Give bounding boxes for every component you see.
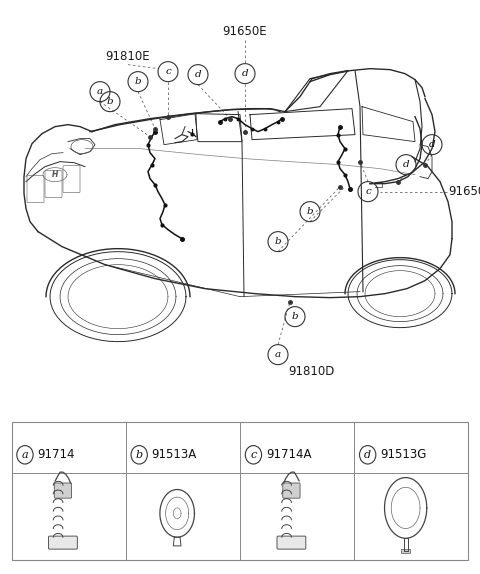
Text: c: c: [250, 450, 257, 460]
Text: d: d: [364, 450, 371, 460]
Text: 91810E: 91810E: [106, 50, 150, 63]
FancyBboxPatch shape: [283, 483, 300, 498]
Text: 91714A: 91714A: [266, 448, 312, 461]
Text: b: b: [135, 77, 141, 86]
Text: 91810D: 91810D: [288, 365, 335, 378]
Text: b: b: [275, 237, 281, 246]
Text: b: b: [107, 97, 113, 106]
FancyBboxPatch shape: [48, 536, 77, 549]
Text: a: a: [22, 450, 28, 460]
Text: b: b: [136, 450, 143, 460]
Text: 91513A: 91513A: [152, 448, 197, 461]
Text: c: c: [165, 67, 171, 76]
Text: 91714: 91714: [37, 448, 75, 461]
Text: b: b: [292, 312, 298, 321]
Text: d: d: [242, 69, 248, 78]
Text: d: d: [403, 160, 409, 169]
Text: d: d: [195, 70, 201, 79]
Text: 91650D: 91650D: [448, 185, 480, 198]
FancyBboxPatch shape: [277, 536, 306, 549]
Text: a: a: [97, 87, 103, 96]
Text: H: H: [52, 170, 58, 179]
Text: b: b: [307, 207, 313, 216]
Text: a: a: [275, 350, 281, 359]
FancyBboxPatch shape: [54, 483, 72, 498]
Text: c: c: [365, 187, 371, 196]
Text: d: d: [429, 140, 435, 149]
Bar: [401, 549, 410, 553]
Text: 91650E: 91650E: [223, 25, 267, 38]
Text: 91513G: 91513G: [380, 448, 427, 461]
